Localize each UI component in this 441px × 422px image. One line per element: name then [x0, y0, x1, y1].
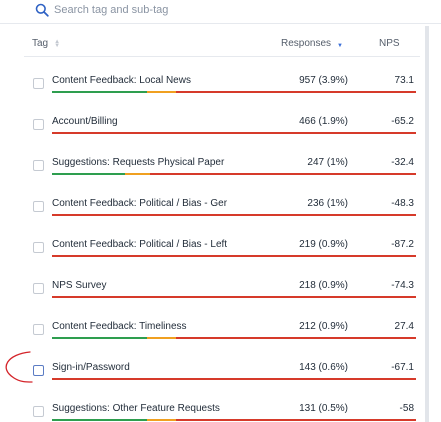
responses-value: 219 (0.9%)	[299, 239, 348, 250]
sentiment-bar	[52, 255, 416, 257]
tag-name[interactable]: Account/Billing	[52, 116, 118, 127]
responses-value: 236 (1%)	[307, 198, 348, 209]
sort-icon: ▲ ▼	[54, 38, 61, 49]
bar-segment-negative	[175, 337, 416, 339]
bar-segment-positive	[52, 91, 147, 93]
row-checkbox[interactable]	[33, 406, 44, 417]
bar-segment-negative	[52, 296, 416, 298]
sentiment-bar	[52, 296, 416, 298]
row-checkbox[interactable]	[33, 365, 44, 376]
column-header-responses-label: Responses	[281, 38, 332, 49]
table-row[interactable]: Content Feedback: Political / Bias - Ger…	[0, 183, 420, 224]
table-row[interactable]: Account/Billing 466 (1.9%) -65.2	[0, 101, 420, 142]
table-row[interactable]: NPS Survey 218 (0.9%) -74.3	[0, 265, 420, 306]
responses-value: 131 (0.5%)	[299, 403, 348, 414]
column-header-nps-label: NPS	[379, 38, 400, 49]
nps-value: -65.2	[391, 116, 414, 127]
column-header-responses[interactable]: Responses ▲▼	[281, 38, 343, 49]
sentiment-bar	[52, 337, 416, 339]
bar-segment-neutral	[146, 419, 176, 421]
responses-value: 247 (1%)	[307, 157, 348, 168]
header-divider	[24, 56, 420, 57]
bar-segment-negative	[150, 173, 416, 175]
sentiment-bar	[52, 419, 416, 421]
table-row[interactable]: Sign-in/Password 143 (0.6%) -67.1	[0, 347, 420, 388]
bar-segment-negative	[52, 255, 416, 257]
responses-value: 212 (0.9%)	[299, 321, 348, 332]
bar-segment-negative	[175, 91, 416, 93]
vertical-scrollbar[interactable]	[425, 26, 429, 422]
column-header-tag-label: Tag	[32, 38, 49, 49]
nps-value: -32.4	[391, 157, 414, 168]
bar-segment-negative	[52, 378, 416, 380]
tag-name[interactable]: Suggestions: Other Feature Requests	[52, 403, 220, 414]
sentiment-bar	[52, 91, 416, 93]
column-header-nps[interactable]: NPS	[379, 38, 400, 49]
nps-value: -48.3	[391, 198, 414, 209]
column-header-tag[interactable]: Tag ▲ ▼	[32, 38, 60, 49]
table-row[interactable]: Suggestions: Other Feature Requests 131 …	[0, 388, 420, 422]
row-checkbox[interactable]	[33, 324, 44, 335]
search-bar	[34, 0, 414, 20]
bar-segment-negative	[175, 419, 416, 421]
table-header: Tag ▲▼ Responses ▲▼ NPS	[0, 34, 420, 56]
nps-value: 73.1	[394, 75, 414, 86]
sentiment-bar	[52, 214, 416, 216]
row-checkbox[interactable]	[33, 160, 44, 171]
bar-segment-neutral	[146, 337, 176, 339]
table-row[interactable]: Content Feedback: Timeliness 212 (0.9%) …	[0, 306, 420, 347]
responses-value: 466 (1.9%)	[299, 116, 348, 127]
bar-segment-negative	[52, 214, 416, 216]
row-checkbox[interactable]	[33, 201, 44, 212]
table-row[interactable]: Suggestions: Requests Physical Paper 247…	[0, 142, 420, 183]
search-icon	[34, 2, 50, 18]
bar-segment-negative	[52, 132, 416, 134]
tag-name[interactable]: Suggestions: Requests Physical Paper	[52, 157, 225, 168]
sentiment-bar	[52, 132, 416, 134]
row-checkbox[interactable]	[33, 78, 44, 89]
tag-name[interactable]: Sign-in/Password	[52, 362, 130, 373]
search-input[interactable]	[54, 4, 394, 16]
row-checkbox[interactable]	[33, 283, 44, 294]
tag-name[interactable]: Content Feedback: Political / Bias - Lef…	[52, 239, 228, 250]
responses-value: 218 (0.9%)	[299, 280, 348, 291]
bar-segment-neutral	[124, 173, 151, 175]
tag-name[interactable]: NPS Survey	[52, 280, 107, 291]
tag-name[interactable]: Content Feedback: Political / Bias - Ger	[52, 198, 228, 209]
bar-segment-positive	[52, 337, 147, 339]
table-row[interactable]: Content Feedback: Political / Bias - Lef…	[0, 224, 420, 265]
nps-value: -67.1	[391, 362, 414, 373]
scrollbar-thumb[interactable]	[425, 26, 429, 422]
bar-segment-neutral	[146, 91, 176, 93]
tag-name[interactable]: Content Feedback: Local News	[52, 75, 191, 86]
sentiment-bar	[52, 378, 416, 380]
sentiment-bar	[52, 173, 416, 175]
bar-segment-positive	[52, 173, 125, 175]
row-checkbox[interactable]	[33, 119, 44, 130]
sort-descending-icon: ▲▼	[337, 42, 343, 49]
bar-segment-positive	[52, 419, 147, 421]
table-row[interactable]: Content Feedback: Local News 957 (3.9%) …	[0, 60, 420, 101]
nps-value: -58	[399, 403, 414, 414]
responses-value: 143 (0.6%)	[299, 362, 348, 373]
responses-value: 957 (3.9%)	[299, 75, 348, 86]
row-checkbox[interactable]	[33, 242, 44, 253]
divider	[0, 23, 441, 24]
tag-name[interactable]: Content Feedback: Timeliness	[52, 321, 187, 332]
nps-value: 27.4	[394, 321, 414, 332]
nps-value: -87.2	[391, 239, 414, 250]
nps-value: -74.3	[391, 280, 414, 291]
